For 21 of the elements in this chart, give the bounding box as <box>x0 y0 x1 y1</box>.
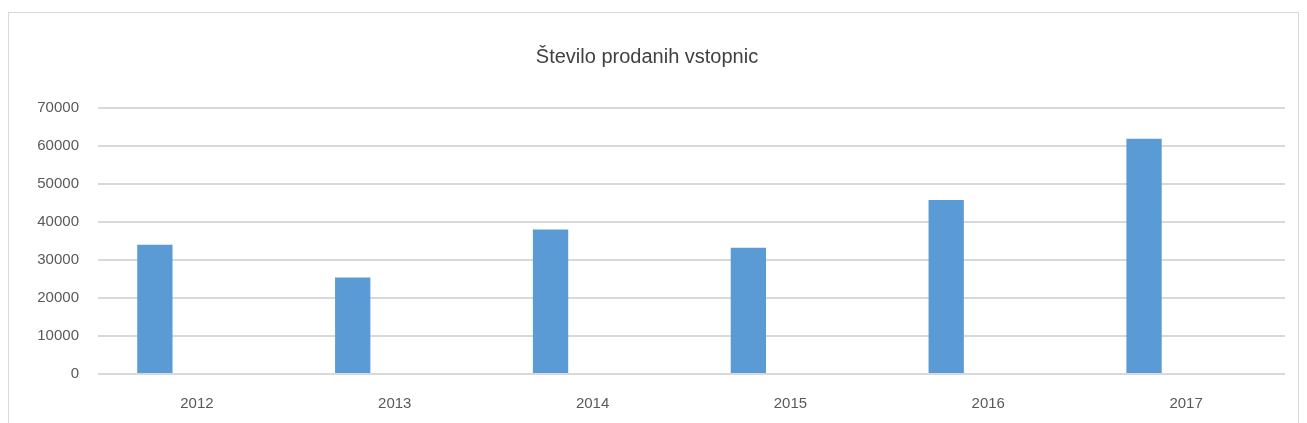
y-tick-label: 60000 <box>37 136 79 154</box>
chart-title: Število prodanih vstopnic <box>535 44 759 67</box>
x-tick-label: 2013 <box>378 394 412 412</box>
bar <box>137 244 173 373</box>
bar <box>1126 138 1162 373</box>
x-tick-label: 2015 <box>773 394 808 412</box>
bar <box>730 247 767 373</box>
y-tick-label: 40000 <box>37 212 79 230</box>
y-tick-label: 70000 <box>37 98 79 116</box>
bar <box>335 277 371 373</box>
x-tick-label: 2012 <box>180 394 214 412</box>
bar <box>928 199 964 373</box>
y-tick-label: 10000 <box>37 326 79 344</box>
y-tick-label: 50000 <box>37 174 79 192</box>
x-tick-label: 2016 <box>971 394 1005 412</box>
y-tick-label: 0 <box>70 364 79 382</box>
x-tick-label: 2014 <box>575 394 610 412</box>
bar <box>532 229 569 373</box>
y-tick-label: 20000 <box>37 288 79 306</box>
y-tick-label: 30000 <box>37 250 79 268</box>
x-tick-label: 2017 <box>1169 394 1203 412</box>
